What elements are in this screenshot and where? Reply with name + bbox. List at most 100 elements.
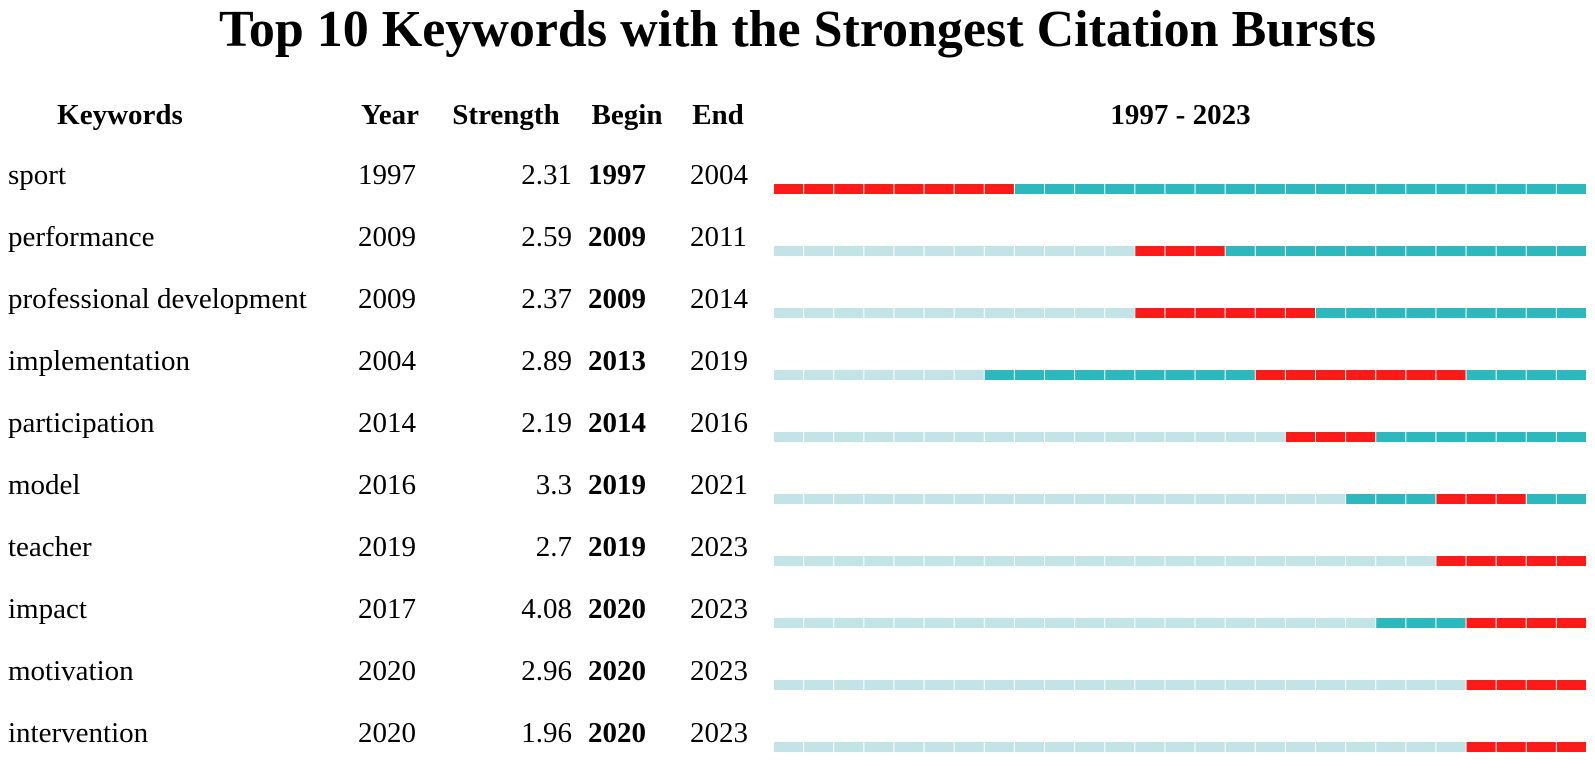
- timeline-segment-inactive: [1165, 494, 1195, 504]
- timeline-segment-burst: [1255, 308, 1285, 318]
- header-year: Year: [361, 99, 419, 131]
- timeline-segment-inactive: [1285, 494, 1315, 504]
- timeline-segment-inactive: [774, 556, 804, 566]
- begin-cell: 2020: [588, 655, 646, 687]
- timeline-segment-inactive: [954, 432, 984, 442]
- timeline-segment-burst: [1285, 370, 1315, 380]
- timeline-segment-inactive: [1406, 556, 1436, 566]
- timeline-segment-inactive: [1195, 680, 1225, 690]
- timeline-segment-inactive: [1195, 494, 1225, 504]
- timeline-segment-inactive: [1045, 432, 1075, 442]
- timeline-segment-inactive: [834, 370, 864, 380]
- timeline-segment-inactive: [924, 556, 954, 566]
- year-cell: 2020: [358, 655, 416, 687]
- timeline-segment-inactive: [1195, 618, 1225, 628]
- timeline-segment-inactive: [954, 246, 984, 256]
- timeline-segment-active: [1466, 246, 1496, 256]
- timeline-segment-active: [1466, 308, 1496, 318]
- timeline-segment-active: [1496, 308, 1526, 318]
- timeline-segment-inactive: [804, 556, 834, 566]
- keyword-cell: sport: [8, 159, 66, 191]
- end-cell: 2004: [690, 159, 748, 191]
- timeline-segment-inactive: [834, 432, 864, 442]
- timeline-segment-inactive: [1255, 680, 1285, 690]
- timeline-segment-inactive: [1075, 556, 1105, 566]
- timeline-segment-burst: [804, 184, 834, 194]
- timeline-segment-inactive: [1406, 680, 1436, 690]
- timeline-segment-inactive: [834, 742, 864, 752]
- year-cell: 2017: [358, 593, 416, 625]
- timeline-segment-inactive: [804, 618, 834, 628]
- timeline-segment-inactive: [924, 680, 954, 690]
- timeline-segment-active: [1376, 308, 1406, 318]
- timeline-segment-burst: [774, 184, 804, 194]
- timeline-segment-inactive: [1225, 742, 1255, 752]
- timeline-segment-active: [1376, 246, 1406, 256]
- timeline-segment-inactive: [1346, 680, 1376, 690]
- timeline-segment-inactive: [1045, 308, 1075, 318]
- timeline-segment-active: [1526, 246, 1556, 256]
- header-begin: Begin: [591, 99, 663, 131]
- timeline-segment-inactive: [1014, 432, 1044, 442]
- timeline-segment-inactive: [1406, 742, 1436, 752]
- timeline-segment-inactive: [1376, 556, 1406, 566]
- timeline-segment-inactive: [834, 308, 864, 318]
- timeline-segment-inactive: [774, 618, 804, 628]
- timeline-segment-burst: [924, 184, 954, 194]
- timeline-segment-inactive: [894, 370, 924, 380]
- end-cell: 2023: [690, 593, 748, 625]
- timeline-segment-inactive: [924, 370, 954, 380]
- timeline-segment-inactive: [1316, 556, 1346, 566]
- timeline-segment-inactive: [774, 432, 804, 442]
- timeline-segment-inactive: [1075, 618, 1105, 628]
- timeline-segment-active: [1526, 308, 1556, 318]
- timeline-segment-active: [984, 370, 1014, 380]
- timeline-segment-inactive: [1045, 680, 1075, 690]
- timeline-segment-burst: [1406, 370, 1436, 380]
- timeline-segment-active: [1195, 184, 1225, 194]
- timeline-segment-inactive: [894, 680, 924, 690]
- timeline-segment-active: [1406, 246, 1436, 256]
- timeline-segment-inactive: [1165, 432, 1195, 442]
- timeline-segment-inactive: [1346, 556, 1376, 566]
- timeline-segment-inactive: [1135, 494, 1165, 504]
- timeline-segment-active: [1255, 184, 1285, 194]
- timeline-segment-inactive: [834, 680, 864, 690]
- timeline-segment-inactive: [1045, 246, 1075, 256]
- timeline-segment-inactive: [804, 370, 834, 380]
- timeline-segment-inactive: [1014, 742, 1044, 752]
- timeline-segment-inactive: [1225, 618, 1255, 628]
- timeline-segment-inactive: [1014, 618, 1044, 628]
- timeline-segment-inactive: [1014, 494, 1044, 504]
- begin-cell: 2020: [588, 593, 646, 625]
- table-row: professional development 2009 2.37 2009 …: [0, 274, 1595, 336]
- timeline-segment-active: [1346, 184, 1376, 194]
- table-row: intervention 2020 1.96 2020 2023: [0, 708, 1595, 770]
- table-row: performance 2009 2.59 2009 2011: [0, 212, 1595, 274]
- timeline-segment-burst: [1496, 742, 1526, 752]
- timeline-segment-burst: [1225, 308, 1255, 318]
- timeline-segment-inactive: [984, 618, 1014, 628]
- timeline-segment-inactive: [774, 370, 804, 380]
- header-end: End: [692, 99, 744, 131]
- timeline-segment-burst: [984, 184, 1014, 194]
- timeline-segment-active: [1556, 246, 1586, 256]
- timeline-segment-inactive: [864, 246, 894, 256]
- table-row: implementation 2004 2.89 2013 2019: [0, 336, 1595, 398]
- timeline-segment-active: [1285, 246, 1315, 256]
- timeline-segment-burst: [1436, 494, 1466, 504]
- timeline-segment-burst: [1496, 556, 1526, 566]
- timeline-segment-inactive: [1376, 680, 1406, 690]
- end-cell: 2023: [690, 717, 748, 749]
- year-cell: 2009: [358, 283, 416, 315]
- timeline-segment-inactive: [1135, 556, 1165, 566]
- strength-cell: 2.96: [521, 655, 572, 687]
- timeline-segment-active: [1014, 184, 1044, 194]
- timeline-segment-active: [1406, 308, 1436, 318]
- timeline-segment-active: [1406, 618, 1436, 628]
- timeline-segment-inactive: [864, 556, 894, 566]
- timeline-segment-inactive: [924, 494, 954, 504]
- keyword-cell: professional development: [8, 283, 307, 315]
- timeline-segment-active: [1135, 184, 1165, 194]
- timeline-segment-burst: [1195, 246, 1225, 256]
